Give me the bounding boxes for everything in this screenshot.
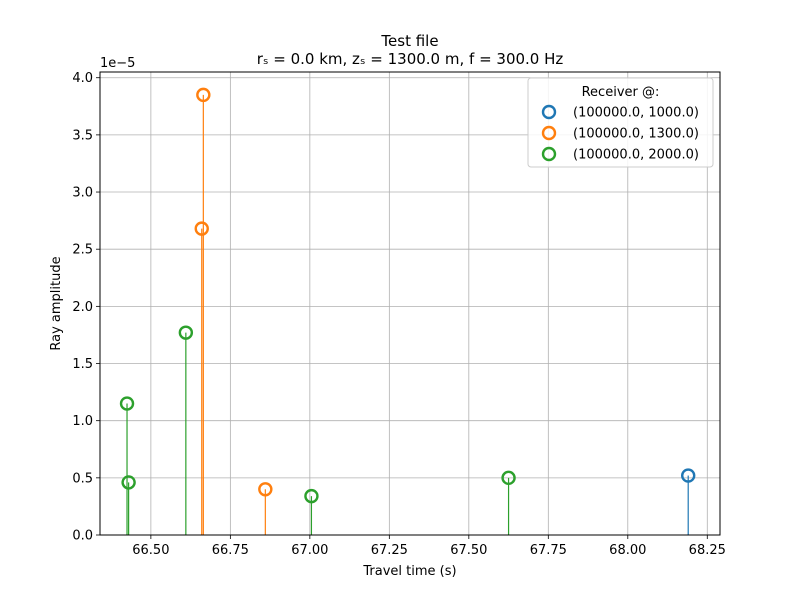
y-tick-label: 1.0 [72, 414, 93, 429]
data-point-marker [178, 325, 194, 340]
x-tick-label: 66.75 [212, 543, 249, 558]
data-point-marker [119, 396, 135, 411]
chart-subtitle: rₛ = 0.0 km, zₛ = 1300.0 m, f = 300.0 Hz [257, 50, 564, 68]
y-tick-label: 1.5 [72, 357, 93, 372]
x-tick-label: 66.50 [132, 543, 169, 558]
y-tick-label: 0.0 [72, 529, 93, 544]
legend-entry-label: (100000.0, 2000.0) [573, 148, 699, 163]
x-tick-label: 68.25 [689, 543, 726, 558]
y-offset-label: 1e−5 [100, 56, 135, 71]
x-tick-label: 67.50 [450, 543, 487, 558]
x-axis-label: Travel time (s) [362, 564, 456, 579]
legend-box [527, 77, 714, 168]
y-axis-ticks: 0.0 0.5 1.0 1.5 2.0 2.5 3.0 3.5 4.0 [72, 71, 100, 544]
legend-entry-label: (100000.0, 1300.0) [573, 127, 699, 142]
y-axis-label: Ray amplitude [49, 256, 64, 350]
x-tick-label: 67.25 [371, 543, 408, 558]
legend-marker [541, 125, 557, 141]
legend-entry-label: (100000.0, 1000.0) [573, 106, 699, 121]
data-point-marker [196, 87, 211, 103]
x-tick-label: 68.00 [609, 543, 646, 558]
y-tick-label: 4.0 [72, 71, 93, 86]
stem-lines [126, 94, 689, 535]
legend-marker [541, 146, 557, 162]
x-tick-label: 67.75 [530, 543, 567, 558]
data-point-marker [121, 475, 136, 490]
x-tick-label: 67.00 [291, 543, 328, 558]
y-tick-label: 2.0 [72, 300, 93, 315]
data-point-marker [501, 470, 516, 486]
y-tick-label: 3.0 [72, 186, 93, 201]
legend: Receiver @: (100000.0, 1000.0)(100000.0,… [527, 77, 714, 168]
axes-frame [99, 71, 721, 536]
y-tick-label: 0.5 [72, 471, 93, 486]
data-markers [119, 87, 696, 504]
legend-marker [541, 104, 557, 120]
x-axis-ticks: 66.50 66.75 67.00 67.25 67.50 67.75 68.00 68.25 [132, 535, 726, 558]
y-tick-label: 3.5 [72, 128, 93, 143]
legend-items: (100000.0, 1000.0) (100000.0, 1300.0) (100… [541, 104, 699, 163]
legend-title: Receiver @: [582, 85, 660, 100]
data-point-marker [304, 488, 319, 504]
data-point-marker [681, 468, 696, 483]
y-tick-label: 2.5 [72, 243, 93, 258]
chart-title: Test file [380, 32, 438, 50]
data-point-marker [194, 221, 209, 236]
data-point-marker [258, 482, 273, 497]
